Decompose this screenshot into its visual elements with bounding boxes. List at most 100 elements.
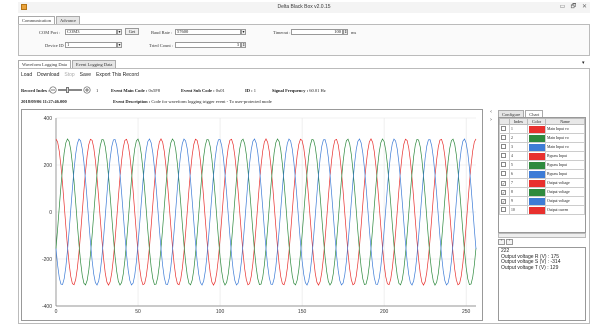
table-row[interactable]: 2 Main Input vo [499, 133, 585, 143]
close-button[interactable]: ✕ [581, 3, 588, 10]
row-color[interactable] [527, 187, 546, 197]
color-swatch[interactable] [529, 179, 545, 187]
chevron-down-icon[interactable]: ˅ [506, 239, 513, 245]
tab-chart[interactable]: Chart [525, 110, 544, 117]
row-color[interactable] [527, 133, 546, 143]
row-color[interactable] [527, 205, 546, 215]
row-checkbox[interactable] [499, 133, 510, 143]
get-button[interactable]: Get [125, 28, 139, 35]
timeout-stepper[interactable]: ⇕ [343, 29, 348, 35]
y-tick-label: -200 [42, 257, 52, 263]
tab-configure[interactable]: Configure [498, 110, 525, 117]
table-row[interactable]: ✓ 7 Output voltage [499, 178, 585, 188]
chart-config-tabs: Configure Chart [498, 110, 544, 117]
row-color[interactable] [527, 124, 546, 134]
minimize-button[interactable]: ▭ [559, 3, 566, 10]
y-tick-label: 400 [44, 116, 53, 122]
chevron-down-icon[interactable]: ▾ [241, 29, 246, 35]
color-swatch[interactable] [529, 170, 545, 178]
checkbox-icon[interactable] [501, 162, 506, 167]
table-row[interactable]: 3 Main Input vo [499, 142, 585, 152]
tried-count-field[interactable]: 3 [175, 42, 241, 48]
row-checkbox[interactable] [499, 151, 510, 161]
timeout-unit: ms [351, 30, 357, 35]
table-row[interactable]: 6 Bypass Input [499, 169, 585, 179]
baud-rate-select[interactable]: 57600 [175, 29, 241, 35]
panel-menu-icon[interactable]: ▾ [582, 60, 585, 66]
row-color[interactable] [527, 196, 546, 206]
row-color[interactable] [527, 169, 546, 179]
row-color[interactable] [527, 151, 546, 161]
row-checkbox[interactable]: ✓ [499, 187, 510, 197]
chevron-up-icon[interactable]: ˄ [498, 239, 505, 245]
table-row[interactable]: 5 Bypass Input [499, 160, 585, 170]
window-title: Delta Black Box v2.0.15 [277, 4, 331, 10]
stop-button[interactable]: Stop [64, 72, 75, 78]
table-row[interactable]: ✓ 8 Output voltage [499, 187, 585, 197]
checkbox-icon[interactable] [501, 126, 506, 131]
color-swatch[interactable] [529, 125, 545, 133]
row-checkbox[interactable]: ✓ [499, 196, 510, 206]
color-swatch[interactable] [529, 206, 545, 214]
tab-waveform-logging[interactable]: Waveform Logging Data [18, 60, 71, 68]
checkbox-icon[interactable]: ✓ [501, 189, 506, 195]
row-color[interactable] [527, 160, 546, 170]
device-id-select[interactable]: 1 [65, 42, 117, 48]
row-color[interactable] [527, 178, 546, 188]
record-index-slider[interactable] [58, 89, 82, 91]
row-checkbox[interactable] [499, 124, 510, 134]
table-row[interactable]: 1 Main Input vo [499, 124, 585, 134]
row-checkbox[interactable]: ✓ [499, 178, 510, 188]
color-swatch[interactable] [529, 161, 545, 169]
checkbox-icon[interactable] [501, 171, 506, 176]
communication-panel: COM Port : COM3 ▾ Get Baud Rate : 57600 … [18, 24, 590, 56]
com-port-select[interactable]: COM3 [65, 29, 117, 35]
row-color[interactable] [527, 142, 546, 152]
checkbox-icon[interactable]: ✓ [501, 180, 506, 186]
chevron-down-icon[interactable]: ▾ [117, 42, 122, 48]
zoom-in-icon[interactable] [83, 86, 91, 94]
chevron-right-icon[interactable]: › [490, 117, 492, 123]
table-horizontal-scrollbar[interactable] [498, 233, 586, 238]
chevron-down-icon[interactable]: ▾ [117, 29, 122, 35]
row-checkbox[interactable] [499, 169, 510, 179]
restore-button[interactable]: 🗗 [570, 3, 577, 10]
tab-advance[interactable]: Advance [56, 16, 80, 24]
checkbox-icon[interactable] [501, 144, 506, 149]
row-index: 9 [509, 196, 528, 206]
tab-communication[interactable]: Communication [18, 16, 55, 24]
row-checkbox[interactable] [499, 142, 510, 152]
color-swatch[interactable] [529, 134, 545, 142]
export-button[interactable]: Export This Record [96, 72, 139, 78]
x-tick-label: 0 [55, 309, 58, 315]
color-swatch[interactable] [529, 197, 545, 205]
table-row[interactable]: ✓ 9 Output voltage [499, 196, 585, 206]
table-row[interactable]: 4 Bypass Input [499, 151, 585, 161]
checkbox-icon[interactable] [501, 153, 506, 158]
row-index: 7 [509, 178, 528, 188]
save-button[interactable]: Save [79, 72, 92, 78]
row-index: 3 [509, 142, 528, 152]
color-swatch[interactable] [529, 143, 545, 151]
row-index: 5 [509, 160, 528, 170]
tab-event-logging[interactable]: Event Logging Data [71, 60, 117, 68]
event-main-code: Event Main Code : 0x5F8 [111, 88, 161, 93]
checkbox-icon[interactable] [501, 135, 506, 140]
zoom-out-icon[interactable] [49, 86, 57, 94]
chevron-left-icon[interactable]: ‹ [490, 109, 492, 115]
row-checkbox[interactable] [499, 160, 510, 170]
x-tick-label: 150 [298, 309, 307, 315]
readout-line: Output voltage R (V) : 175 [501, 253, 560, 260]
row-index: 2 [509, 133, 528, 143]
slider-handle[interactable] [66, 87, 69, 93]
tried-count-stepper[interactable]: ⇕ [241, 42, 246, 48]
checkbox-icon[interactable] [501, 207, 506, 212]
row-checkbox[interactable] [499, 205, 510, 215]
color-swatch[interactable] [529, 188, 545, 196]
timeout-field[interactable]: 100 [291, 29, 343, 35]
load-button[interactable]: Load [21, 72, 33, 78]
checkbox-icon[interactable]: ✓ [501, 198, 506, 204]
table-row[interactable]: 10 Output curren [499, 205, 585, 215]
color-swatch[interactable] [529, 152, 545, 160]
download-button[interactable]: Download [37, 72, 60, 78]
